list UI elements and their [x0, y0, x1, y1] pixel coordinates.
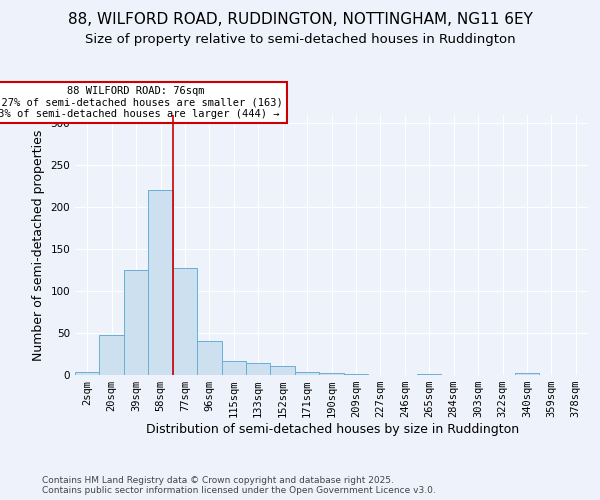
Bar: [221, 360, 246, 375]
Bar: [246, 364, 271, 375]
Text: 88, WILFORD ROAD, RUDDINGTON, NOTTINGHAM, NG11 6EY: 88, WILFORD ROAD, RUDDINGTON, NOTTINGHAM…: [68, 12, 532, 28]
Bar: [295, 372, 319, 375]
Bar: [124, 270, 148, 375]
Bar: [344, 374, 368, 375]
Bar: [100, 334, 124, 375]
Bar: [271, 366, 295, 375]
Bar: [197, 340, 221, 375]
Text: 88 WILFORD ROAD: 76sqm
← 27% of semi-detached houses are smaller (163)
73% of se: 88 WILFORD ROAD: 76sqm ← 27% of semi-det…: [0, 86, 283, 119]
Text: Contains HM Land Registry data © Crown copyright and database right 2025.
Contai: Contains HM Land Registry data © Crown c…: [42, 476, 436, 495]
Bar: [173, 268, 197, 375]
Bar: [417, 374, 442, 375]
Bar: [75, 372, 100, 375]
Y-axis label: Number of semi-detached properties: Number of semi-detached properties: [32, 130, 45, 360]
Bar: [148, 190, 173, 375]
Bar: [515, 374, 539, 375]
Text: Distribution of semi-detached houses by size in Ruddington: Distribution of semi-detached houses by …: [146, 422, 520, 436]
Bar: [319, 374, 344, 375]
Text: Size of property relative to semi-detached houses in Ruddington: Size of property relative to semi-detach…: [85, 32, 515, 46]
